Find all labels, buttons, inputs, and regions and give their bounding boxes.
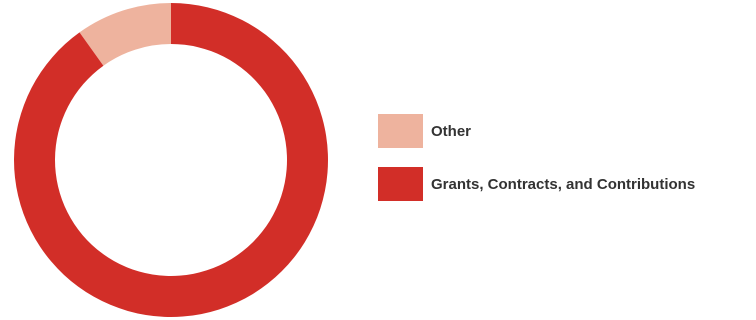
donut-chart [13,3,329,317]
legend-label-other: Other [431,122,472,140]
legend-item-other: Other [378,114,754,148]
legend-label-grants: Grants, Contracts, and Contributions [431,175,696,193]
donut-slice-grants [13,3,329,317]
legend-swatch-grants [378,167,423,201]
legend-swatch-other [378,114,423,148]
chart-legend: Other Grants, Contracts, and Contributio… [378,114,754,220]
donut-slice-other [79,3,171,66]
legend-item-grants: Grants, Contracts, and Contributions [378,167,754,201]
